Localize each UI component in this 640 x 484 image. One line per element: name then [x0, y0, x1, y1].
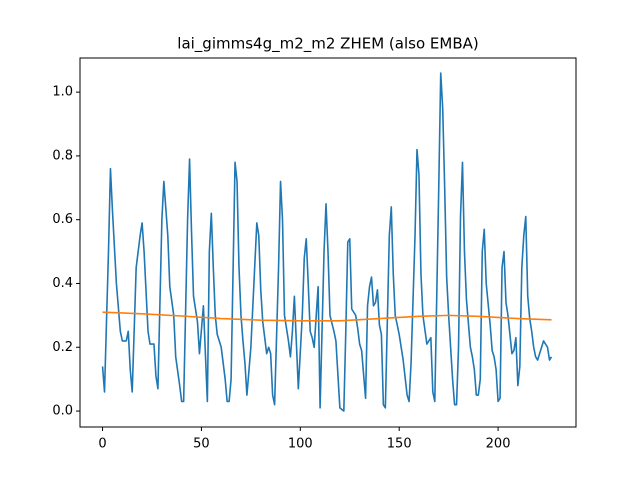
x-tick-label: 150 [387, 437, 412, 452]
y-tick-label: 1.0 [52, 85, 73, 100]
axes-frame [79, 57, 577, 428]
data-line [101, 72, 553, 412]
x-tick-label: 50 [193, 437, 210, 452]
y-tick-label: 0.4 [52, 276, 73, 291]
y-tick-label: 0.0 [52, 404, 73, 419]
x-tick-label: 0 [98, 437, 106, 452]
data-line [102, 311, 552, 322]
y-tick-label: 0.8 [52, 148, 73, 163]
x-tick-label: 100 [288, 437, 313, 452]
chart-title: lai_gimms4g_m2_m2 ZHEM (also EMBA) [177, 35, 478, 54]
y-tick-label: 0.2 [52, 340, 73, 355]
x-tick-label: 200 [486, 437, 511, 452]
y-tick-label: 0.6 [52, 212, 73, 227]
